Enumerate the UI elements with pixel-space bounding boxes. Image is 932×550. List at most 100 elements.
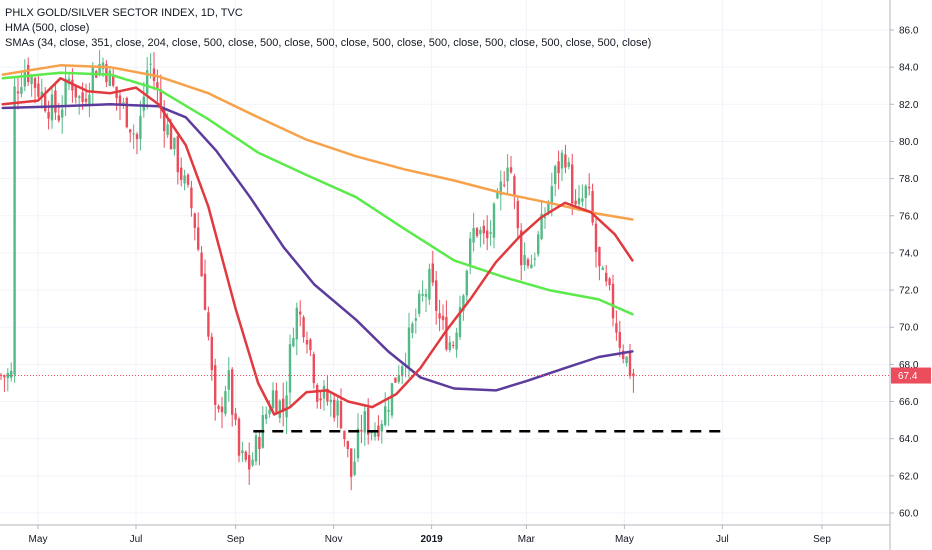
candle-body [275,390,278,414]
candle-body [258,437,261,450]
candle-body [421,293,424,296]
candle-body [180,167,183,180]
chart-title[interactable]: PHLX GOLD/SILVER SECTOR INDEX, 1D, TVC [5,7,243,19]
candle-body [377,425,380,437]
x-tick-label: Jul [130,534,143,545]
candle-body [132,133,135,135]
candle-body [108,70,111,87]
candle-body [370,432,373,434]
x-tick-label: Sep [813,534,831,545]
candle-body [84,98,88,102]
sma-mid-line [1,71,634,316]
candle-body [520,230,523,266]
candle-body [197,227,200,250]
candle-body [299,311,302,315]
candle-body [105,64,108,83]
y-tick-label: 86.0 [899,26,919,37]
candle-body [336,400,339,416]
candle-body [557,161,560,174]
candle-body [163,108,166,132]
candle-body [537,234,540,255]
candle-body [591,191,594,223]
candle-body [601,267,604,270]
candle-body [10,370,13,378]
candle-body [452,345,455,347]
candle-body [319,398,322,401]
candle-body [30,76,33,84]
candle-body [435,280,438,311]
candle-body [438,313,441,319]
candle-body [322,385,326,399]
y-tick-label: 78.0 [899,174,919,185]
candle-body [44,94,47,112]
candle-body [387,409,390,412]
candle-body [176,136,179,173]
candle-body [496,192,499,199]
x-tick-label: May [615,534,634,545]
candle-body [244,451,247,460]
y-tick-label: 70.0 [899,323,919,334]
y-tick-label: 62.0 [899,471,919,482]
x-tick-label: Mar [518,534,536,545]
candle-body [74,85,77,98]
candle-body [455,332,458,350]
candle-body [13,86,16,375]
candle-body [622,350,625,360]
candle-body [33,78,37,88]
candle-body [312,354,315,384]
candle-body [503,184,506,186]
candle-body [316,384,319,402]
candle-body [523,255,526,266]
candle-body [146,70,149,95]
hma-legend[interactable]: HMA (500, close) [5,22,90,34]
y-tick-label: 72.0 [899,286,919,297]
candle-body [486,230,489,239]
candle-body [122,102,125,104]
candles [0,49,635,491]
candle-body [448,342,451,350]
grid [0,0,890,525]
smas-legend[interactable]: SMAs (34, close, 351, close, 204, close,… [5,37,652,49]
y-tick-label: 74.0 [899,248,919,259]
candle-body [254,435,258,462]
candle-body [309,339,312,351]
candle-body [149,63,152,65]
candle-body [509,167,513,173]
candle-body [129,129,132,133]
candle-body [615,323,618,333]
candle-body [577,198,581,205]
candle-body [411,323,414,333]
candle-body [251,459,254,466]
candle-body [292,337,295,347]
candle-body [193,213,196,228]
legend: PHLX GOLD/SILVER SECTOR INDEX, 1D, TVC H… [5,6,651,51]
candle-body [3,375,6,378]
candle-body [571,164,574,204]
sma-slow-line [1,64,634,221]
candle-body [98,64,101,75]
candle-body [112,75,115,86]
candle-body [574,200,577,205]
candle-body [584,185,587,199]
candle-body [628,351,632,376]
candle-body [173,137,176,150]
y-tick-label: 64.0 [899,434,919,445]
candle-body [407,327,411,367]
candle-body [265,414,268,419]
candle-body [350,448,353,478]
candle-body [431,263,434,283]
candle-body [54,90,57,113]
candle-body [248,455,251,470]
candle-body [282,398,285,412]
hma-line [1,103,634,392]
candle-body [424,294,428,297]
candle-body [384,406,387,426]
candle-body [217,405,220,410]
candle-body [210,336,213,371]
candle-body [373,430,377,437]
candle-body [513,176,516,196]
y-tick-label: 80.0 [899,137,919,148]
candle-body [142,96,145,111]
candle-body [472,227,475,243]
